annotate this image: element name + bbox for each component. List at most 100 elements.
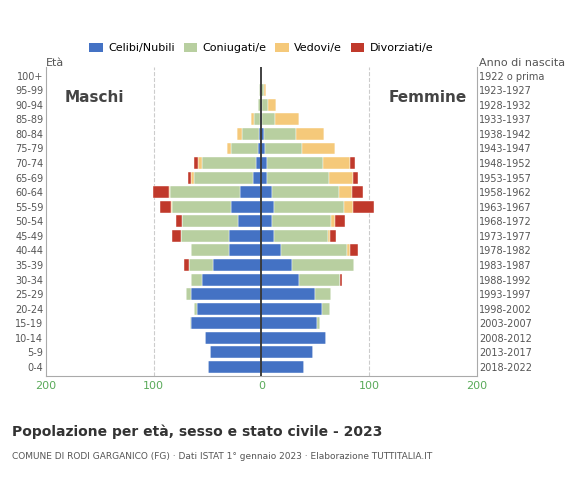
Bar bbox=[315, 288, 331, 300]
Bar bbox=[260, 84, 262, 96]
Bar bbox=[197, 303, 262, 315]
Bar bbox=[191, 288, 262, 300]
Text: Anno di nascita: Anno di nascita bbox=[478, 59, 565, 68]
Bar bbox=[189, 259, 213, 271]
Bar bbox=[345, 201, 353, 213]
Bar bbox=[353, 201, 374, 213]
Bar bbox=[262, 244, 281, 256]
Bar bbox=[240, 186, 262, 198]
Bar bbox=[242, 128, 259, 140]
Bar bbox=[350, 157, 355, 169]
Bar bbox=[272, 186, 339, 198]
Bar bbox=[259, 128, 262, 140]
Bar bbox=[322, 303, 330, 315]
Bar bbox=[262, 216, 272, 228]
Bar bbox=[194, 303, 197, 315]
Bar bbox=[262, 99, 263, 111]
Bar bbox=[202, 274, 262, 286]
Bar bbox=[350, 244, 358, 256]
Bar bbox=[302, 143, 335, 155]
Bar bbox=[213, 259, 262, 271]
Bar bbox=[191, 274, 202, 286]
Bar bbox=[263, 128, 296, 140]
Bar bbox=[328, 230, 330, 242]
Bar bbox=[281, 244, 347, 256]
Bar bbox=[227, 143, 231, 155]
Bar bbox=[335, 216, 345, 228]
Bar bbox=[274, 230, 328, 242]
Bar bbox=[262, 317, 317, 329]
Bar bbox=[205, 332, 262, 344]
Bar bbox=[262, 157, 267, 169]
Bar bbox=[237, 128, 242, 140]
Bar bbox=[262, 230, 274, 242]
Bar bbox=[276, 113, 299, 125]
Bar bbox=[263, 113, 276, 125]
Bar bbox=[262, 288, 315, 300]
Bar bbox=[186, 288, 191, 300]
Bar bbox=[208, 361, 262, 373]
Bar bbox=[267, 157, 322, 169]
Bar bbox=[347, 244, 350, 256]
Bar bbox=[251, 113, 254, 125]
Bar bbox=[198, 157, 202, 169]
Bar bbox=[292, 259, 354, 271]
Bar bbox=[258, 143, 262, 155]
Bar bbox=[231, 201, 262, 213]
Bar bbox=[330, 230, 336, 242]
Bar bbox=[256, 157, 262, 169]
Bar bbox=[258, 99, 262, 111]
Bar bbox=[262, 347, 313, 359]
Bar bbox=[264, 143, 302, 155]
Bar bbox=[191, 317, 262, 329]
Bar bbox=[188, 172, 191, 183]
Bar bbox=[262, 361, 304, 373]
Bar bbox=[262, 128, 263, 140]
Bar bbox=[352, 186, 362, 198]
Bar bbox=[194, 172, 253, 183]
Bar bbox=[267, 172, 329, 183]
Bar bbox=[340, 274, 342, 286]
Bar bbox=[194, 157, 198, 169]
Text: Popolazione per età, sesso e stato civile - 2023: Popolazione per età, sesso e stato civil… bbox=[12, 425, 382, 439]
Bar bbox=[262, 113, 263, 125]
Bar bbox=[238, 216, 262, 228]
Bar bbox=[190, 317, 191, 329]
Text: Età: Età bbox=[46, 59, 64, 68]
Bar bbox=[272, 216, 331, 228]
Bar bbox=[262, 172, 267, 183]
Bar bbox=[260, 113, 262, 125]
Bar bbox=[170, 186, 240, 198]
Bar bbox=[202, 157, 256, 169]
Bar bbox=[259, 84, 260, 96]
Bar bbox=[353, 172, 358, 183]
Bar bbox=[253, 172, 262, 183]
Bar bbox=[191, 172, 194, 183]
Bar bbox=[262, 84, 263, 96]
Bar bbox=[263, 84, 266, 96]
Bar bbox=[182, 216, 238, 228]
Bar bbox=[263, 99, 268, 111]
Bar bbox=[172, 230, 181, 242]
Bar bbox=[299, 274, 340, 286]
Legend: Celibi/Nubili, Coniugati/e, Vedovi/e, Divorziati/e: Celibi/Nubili, Coniugati/e, Vedovi/e, Di… bbox=[85, 38, 438, 58]
Bar bbox=[160, 201, 171, 213]
Bar bbox=[231, 143, 258, 155]
Bar bbox=[268, 99, 277, 111]
Bar bbox=[262, 332, 326, 344]
Bar bbox=[274, 201, 345, 213]
Bar bbox=[229, 230, 262, 242]
Bar bbox=[339, 186, 352, 198]
Bar bbox=[181, 230, 229, 242]
Bar bbox=[172, 201, 231, 213]
Bar bbox=[262, 201, 274, 213]
Bar bbox=[317, 317, 320, 329]
Bar bbox=[262, 186, 272, 198]
Bar bbox=[184, 259, 189, 271]
Bar bbox=[296, 128, 324, 140]
Text: Maschi: Maschi bbox=[65, 90, 124, 105]
Bar bbox=[262, 143, 264, 155]
Bar bbox=[262, 274, 299, 286]
Bar bbox=[329, 172, 353, 183]
Bar bbox=[153, 186, 169, 198]
